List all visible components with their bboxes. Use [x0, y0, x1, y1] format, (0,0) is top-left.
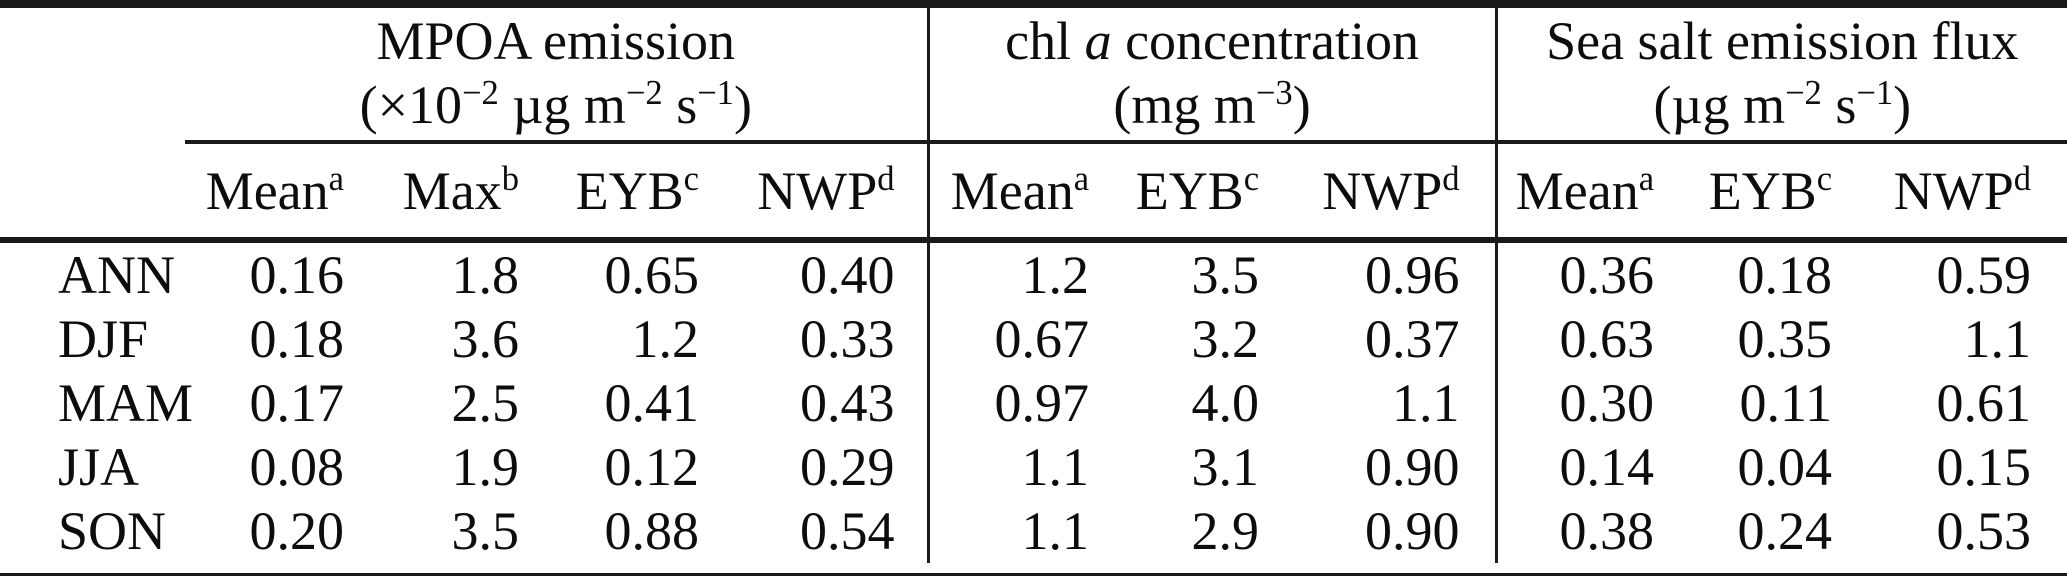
value-cell: 1.9 — [451, 437, 520, 497]
value-cell: 0.16 — [249, 245, 345, 305]
value-cell: 3.5 — [451, 501, 520, 561]
subheader-mpoa-max: Maxb — [360, 142, 535, 243]
group-title: Sea salt emission flux — [1546, 11, 2019, 72]
value-cell: 0.61 — [1936, 373, 2032, 433]
value-cell: 2.5 — [451, 373, 520, 433]
group-header-seasalt: Sea salt emission flux (µg m−2 s−1) — [1494, 4, 2067, 144]
group-units: (µg m−2 s−1) — [1653, 74, 1912, 135]
value-cell: 1.2 — [631, 309, 700, 369]
subheader-row: Meana Maxb EYBc NWPd Meana EYBc NWPd Mea… — [0, 142, 2067, 243]
group-header-mpoa: MPOA emission (×10−2 µg m−2 s−1) — [185, 4, 929, 144]
group-title: MPOA emission — [376, 11, 736, 72]
value-cell: 0.20 — [249, 501, 345, 561]
value-cell: 0.37 — [1365, 309, 1460, 369]
value-cell: 0.90 — [1365, 437, 1460, 497]
value-cell: 0.18 — [1737, 245, 1833, 305]
value-cell: 0.53 — [1936, 501, 2032, 561]
value-cell: 0.40 — [800, 245, 895, 305]
value-cell: 0.54 — [800, 501, 895, 561]
value-cell: 0.11 — [1739, 373, 1833, 433]
group-header-chla: chl a concentration (mg m−3) — [926, 4, 1497, 144]
value-cell: 1.1 — [926, 435, 1106, 499]
spacer-row — [0, 563, 2067, 576]
subheader-mpoa-nwp: NWPd — [715, 142, 929, 243]
value-cell: 0.35 — [1737, 309, 1833, 369]
table-row: SON 0.20 3.5 0.88 0.54 1.1 2.9 0.90 0.38 0.24 0.53 — [0, 499, 2067, 563]
value-cell: 0.14 — [1494, 435, 1671, 499]
value-cell: 2.9 — [1191, 501, 1260, 561]
value-cell: 0.38 — [1494, 499, 1671, 563]
table-row: ANN 0.16 1.8 0.65 0.40 1.2 3.5 0.96 0.36 0.18 0.59 — [0, 240, 2067, 307]
value-cell: 0.15 — [1936, 437, 2032, 497]
value-cell: 3.1 — [1191, 437, 1260, 497]
value-cell: 0.29 — [800, 437, 895, 497]
value-cell: 0.33 — [800, 309, 895, 369]
subheader-salt-eyb: EYBc — [1670, 142, 1849, 243]
subheader-chla-mean: Meana — [926, 142, 1106, 243]
value-cell: 0.12 — [604, 437, 700, 497]
group-units: (mg m−3) — [1113, 74, 1311, 135]
table-row: DJF 0.18 3.6 1.2 0.33 0.67 3.2 0.37 0.63 0.35 1.1 — [0, 307, 2067, 371]
subheader-salt-nwp: NWPd — [1848, 142, 2067, 243]
table-body: ANN 0.16 1.8 0.65 0.40 1.2 3.5 0.96 0.36 0.18 0.59… — [0, 240, 2067, 563]
spacer-cell — [0, 563, 2067, 576]
value-cell: 0.67 — [926, 307, 1106, 371]
table-row: MAM 0.17 2.5 0.41 0.43 0.97 4.0 1.1 0.30 0.11 0.61 — [0, 371, 2067, 435]
season-label: SON — [58, 501, 167, 561]
subheader-chla-eyb: EYBc — [1105, 142, 1276, 243]
group-header-row: MPOA emission (×10−2 µg m−2 s−1) chl a c… — [0, 4, 2067, 144]
value-cell: 0.24 — [1737, 501, 1833, 561]
value-cell: 3.2 — [1191, 309, 1260, 369]
value-cell: 3.5 — [1191, 245, 1260, 305]
value-cell: 0.59 — [1936, 245, 2032, 305]
value-cell: 0.36 — [1494, 240, 1671, 307]
subheader-mpoa-eyb: EYBc — [535, 142, 715, 243]
value-cell: 0.04 — [1737, 437, 1833, 497]
season-label: ANN — [58, 245, 175, 305]
subheader-empty-cell — [0, 142, 185, 243]
corner-cell — [0, 4, 185, 142]
value-cell: 0.17 — [249, 373, 345, 433]
value-cell: 0.90 — [1365, 501, 1460, 561]
value-cell: 1.1 — [926, 499, 1106, 563]
subheader-mpoa-mean: Meana — [185, 142, 360, 243]
value-cell: 1.2 — [926, 240, 1106, 307]
subheader-chla-nwp: NWPd — [1275, 142, 1497, 243]
season-label: DJF — [58, 309, 149, 369]
value-cell: 0.96 — [1365, 245, 1460, 305]
value-cell: 0.63 — [1494, 307, 1671, 371]
table-row: JJA 0.08 1.9 0.12 0.29 1.1 3.1 0.90 0.14 0.04 0.15 — [0, 435, 2067, 499]
value-cell: 4.0 — [1191, 373, 1260, 433]
season-label: JJA — [58, 437, 140, 497]
value-cell: 1.8 — [451, 245, 520, 305]
group-title: chl a concentration — [1005, 11, 1419, 72]
value-cell: 0.41 — [604, 373, 700, 433]
value-cell: 0.88 — [604, 501, 700, 561]
value-cell: 0.65 — [604, 245, 700, 305]
season-label: MAM — [58, 373, 194, 433]
group-units: (×10−2 µg m−2 s−1) — [359, 74, 752, 135]
value-cell: 0.08 — [249, 437, 345, 497]
value-cell: 3.6 — [451, 309, 520, 369]
value-cell: 0.18 — [249, 309, 345, 369]
value-cell: 0.43 — [800, 373, 895, 433]
value-cell: 1.1 — [1963, 309, 2032, 369]
subheader-salt-mean: Meana — [1494, 142, 1671, 243]
value-cell: 1.1 — [1392, 373, 1460, 433]
value-cell: 0.30 — [1494, 371, 1671, 435]
value-cell: 0.97 — [926, 371, 1106, 435]
